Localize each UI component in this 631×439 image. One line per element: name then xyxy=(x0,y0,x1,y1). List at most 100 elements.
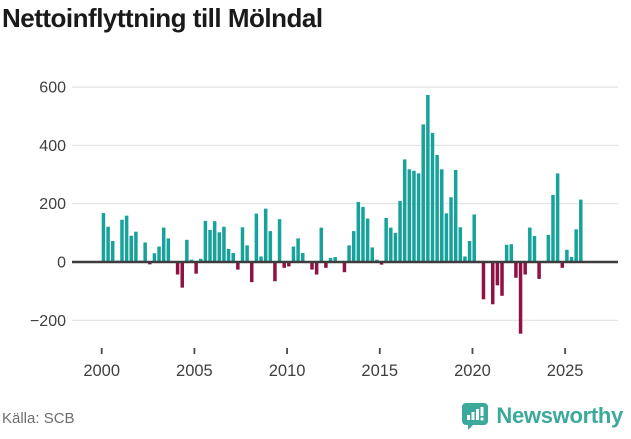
bar-positive xyxy=(185,239,189,262)
x-tick-label: 2005 xyxy=(176,362,213,380)
x-tick-label: 2015 xyxy=(361,362,398,380)
newsworthy-brand[interactable]: Newsworthy xyxy=(461,402,623,430)
y-tick-label: −200 xyxy=(30,313,66,330)
bar-positive xyxy=(407,169,412,262)
bar-positive xyxy=(110,241,115,262)
bar-negative xyxy=(194,262,198,274)
bar-positive xyxy=(328,257,333,262)
bar-positive xyxy=(300,252,305,262)
bar-positive xyxy=(226,248,231,262)
bar-negative xyxy=(342,262,347,273)
bar-positive xyxy=(212,221,217,262)
bar-positive xyxy=(421,124,425,262)
bar-positive xyxy=(574,229,578,262)
bar-negative xyxy=(273,262,277,282)
bar-positive xyxy=(370,247,375,262)
bar-positive xyxy=(277,219,282,262)
bar-positive xyxy=(444,213,449,262)
bar-positive xyxy=(222,226,226,262)
bar-positive xyxy=(453,169,458,262)
bar-positive xyxy=(263,208,268,262)
newsworthy-logo-icon xyxy=(462,403,489,430)
bar-negative xyxy=(379,262,384,265)
bar-negative xyxy=(287,262,291,267)
bar-positive xyxy=(152,253,157,262)
bar-positive xyxy=(430,132,435,262)
bar-positive xyxy=(426,94,430,263)
bar-positive xyxy=(319,227,324,262)
chart-title: Nettoinflyttning till Mölndal xyxy=(2,3,323,33)
bar-positive xyxy=(124,215,129,262)
bar-positive xyxy=(361,206,365,262)
bar-negative xyxy=(250,262,254,283)
bar-negative xyxy=(490,262,495,305)
bar-positive xyxy=(161,227,166,262)
bar-negative xyxy=(180,262,184,288)
bar-positive xyxy=(435,155,439,262)
bar-positive xyxy=(504,244,509,262)
bar-positive xyxy=(467,241,472,262)
bar-positive xyxy=(217,232,222,262)
bar-positive xyxy=(528,227,532,262)
x-tick-label: 2010 xyxy=(269,362,306,380)
y-tick-label: 0 xyxy=(57,255,66,272)
bar-positive xyxy=(365,218,370,262)
bar-negative xyxy=(537,262,541,279)
bar-negative xyxy=(500,262,504,296)
bar-positive xyxy=(203,220,208,262)
x-tick-label: 2020 xyxy=(454,362,491,380)
bar-positive xyxy=(449,197,453,262)
bar-positive xyxy=(416,173,421,262)
bar-positive xyxy=(398,201,402,262)
x-tick-label: 2025 xyxy=(547,362,584,380)
bar-positive xyxy=(463,256,467,262)
bar-positive xyxy=(569,257,574,262)
bar-positive xyxy=(208,229,212,262)
bar-positive xyxy=(412,170,416,262)
bar-positive xyxy=(296,238,300,262)
bar-negative xyxy=(523,262,527,275)
x-tick-label: 2000 xyxy=(83,362,120,380)
bar-positive xyxy=(157,246,161,262)
bar-positive xyxy=(254,213,259,262)
bar-positive xyxy=(101,213,106,262)
bar-positive xyxy=(440,169,444,262)
bar-negative xyxy=(236,262,240,270)
bar-negative xyxy=(310,262,314,270)
bar-positive xyxy=(291,246,296,262)
bar-negative xyxy=(282,262,286,268)
bar-positive xyxy=(393,232,398,262)
bar-negative xyxy=(514,262,518,278)
bar-positive xyxy=(268,231,273,262)
bar-positive xyxy=(402,159,407,262)
bar-negative xyxy=(314,262,319,275)
bar-negative xyxy=(481,262,486,300)
bar-negative xyxy=(560,262,565,268)
newsworthy-wordmark: Newsworthy xyxy=(496,403,623,428)
y-tick-label: 400 xyxy=(39,138,66,155)
bar-positive xyxy=(356,201,361,262)
y-tick-label: 200 xyxy=(39,196,66,213)
bar-positive xyxy=(106,226,110,262)
bar-positive xyxy=(333,257,337,262)
bar-positive xyxy=(551,194,555,262)
bar-positive xyxy=(384,217,388,262)
bar-positive xyxy=(143,242,147,262)
bar-positive xyxy=(532,236,537,262)
bar-negative xyxy=(495,262,500,286)
bar-positive xyxy=(458,227,463,262)
bar-positive xyxy=(245,245,249,262)
bar-positive xyxy=(509,244,514,262)
source-label: Källa: SCB xyxy=(2,410,75,427)
bar-positive xyxy=(129,235,134,262)
bar-negative xyxy=(175,262,180,275)
bar-positive xyxy=(134,231,138,262)
bar-positive xyxy=(351,231,356,262)
bar-positive xyxy=(565,249,569,262)
bar-positive xyxy=(389,227,393,262)
bar-positive xyxy=(259,256,263,262)
bar-negative xyxy=(324,262,328,268)
bar-positive xyxy=(120,219,124,262)
